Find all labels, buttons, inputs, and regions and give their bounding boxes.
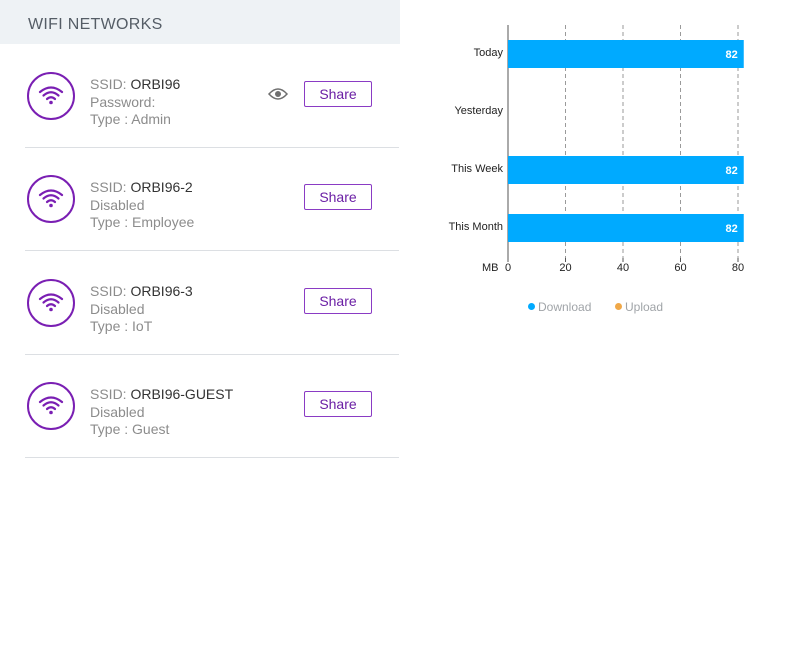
- network-type: Type : IoT: [90, 318, 153, 334]
- ssid-value: ORBI96-3: [130, 283, 193, 299]
- network-status: Disabled: [90, 301, 145, 317]
- network-status: Disabled: [90, 197, 145, 213]
- category-label: Today: [473, 47, 503, 59]
- share-button[interactable]: Share: [304, 391, 372, 417]
- share-button[interactable]: Share: [304, 184, 372, 210]
- network-status: Password:: [90, 94, 156, 110]
- x-tick-label: 20: [559, 262, 572, 274]
- section-header: WIFI NETWORKS: [0, 0, 400, 44]
- ssid-line: SSID: ORBI96-2: [90, 179, 193, 195]
- ssid-label: SSID:: [90, 76, 127, 92]
- x-axis-unit-label: MB: [482, 262, 499, 274]
- show-password-eye-icon[interactable]: [267, 87, 289, 106]
- category-label: This Month: [448, 221, 503, 233]
- network-type: Type : Guest: [90, 421, 170, 437]
- wifi-networks-panel: WIFI NETWORKS SSID: ORBI96 Password: Type …: [0, 0, 400, 458]
- ssid-label: SSID:: [90, 179, 127, 195]
- ssid-value: ORBI96: [130, 76, 181, 92]
- share-button[interactable]: Share: [304, 288, 372, 314]
- network-type: Type : Admin: [90, 111, 171, 127]
- ssid-label: SSID:: [90, 386, 127, 402]
- wifi-icon: [27, 382, 75, 430]
- data-label: 82: [726, 223, 738, 235]
- legend-item-download[interactable]: Download: [528, 300, 591, 314]
- x-tick-label: 60: [674, 262, 687, 274]
- share-button[interactable]: Share: [304, 81, 372, 107]
- ssid-line: SSID: ORBI96-3: [90, 283, 193, 299]
- section-title: WIFI NETWORKS: [28, 16, 163, 33]
- wifi-icon: [27, 175, 75, 223]
- legend-item-upload[interactable]: Upload: [615, 300, 663, 314]
- network-row-orbi96: SSID: ORBI96 Password: Type : Admin Share: [25, 44, 399, 148]
- ssid-value: ORBI96-2: [130, 179, 193, 195]
- category-label: This Week: [451, 163, 503, 175]
- network-row-orbi96-guest: SSID: ORBI96-GUEST Disabled Type : Guest Sh…: [25, 354, 399, 458]
- network-row-orbi96-3: SSID: ORBI96-3 Disabled Type : IoT Share: [25, 251, 399, 355]
- usage-chart: 82 82 82 Today Yesterday This Week This Month…: [400, 0, 800, 330]
- ssid-value: ORBI96-GUEST: [130, 386, 234, 402]
- network-row-orbi96-2: SSID: ORBI96-2 Disabled Type : Employee Sha…: [25, 147, 399, 251]
- bar-download: [508, 214, 744, 242]
- x-tick-label: 80: [731, 262, 745, 274]
- legend-label: Upload: [625, 300, 664, 314]
- x-tick-label: 40: [616, 262, 630, 274]
- wifi-icon: [27, 72, 75, 120]
- legend-dot-icon: [615, 303, 622, 310]
- data-label: 82: [726, 165, 738, 177]
- ssid-label: SSID:: [90, 283, 127, 299]
- category-label: Yesterday: [454, 105, 503, 117]
- network-type: Type : Employee: [90, 214, 195, 230]
- ssid-line: SSID: ORBI96: [90, 76, 180, 92]
- bar-download: [508, 156, 744, 184]
- network-status: Disabled: [90, 404, 145, 420]
- ssid-line: SSID: ORBI96-GUEST: [90, 386, 233, 402]
- x-tick-label: 0: [504, 262, 512, 274]
- bar-download: [508, 40, 744, 68]
- legend-dot-icon: [528, 303, 535, 310]
- legend-label: Download: [538, 300, 592, 314]
- wifi-icon: [27, 279, 75, 327]
- usage-chart-svg: 82 82 82: [507, 25, 744, 262]
- data-label: 82: [726, 49, 738, 61]
